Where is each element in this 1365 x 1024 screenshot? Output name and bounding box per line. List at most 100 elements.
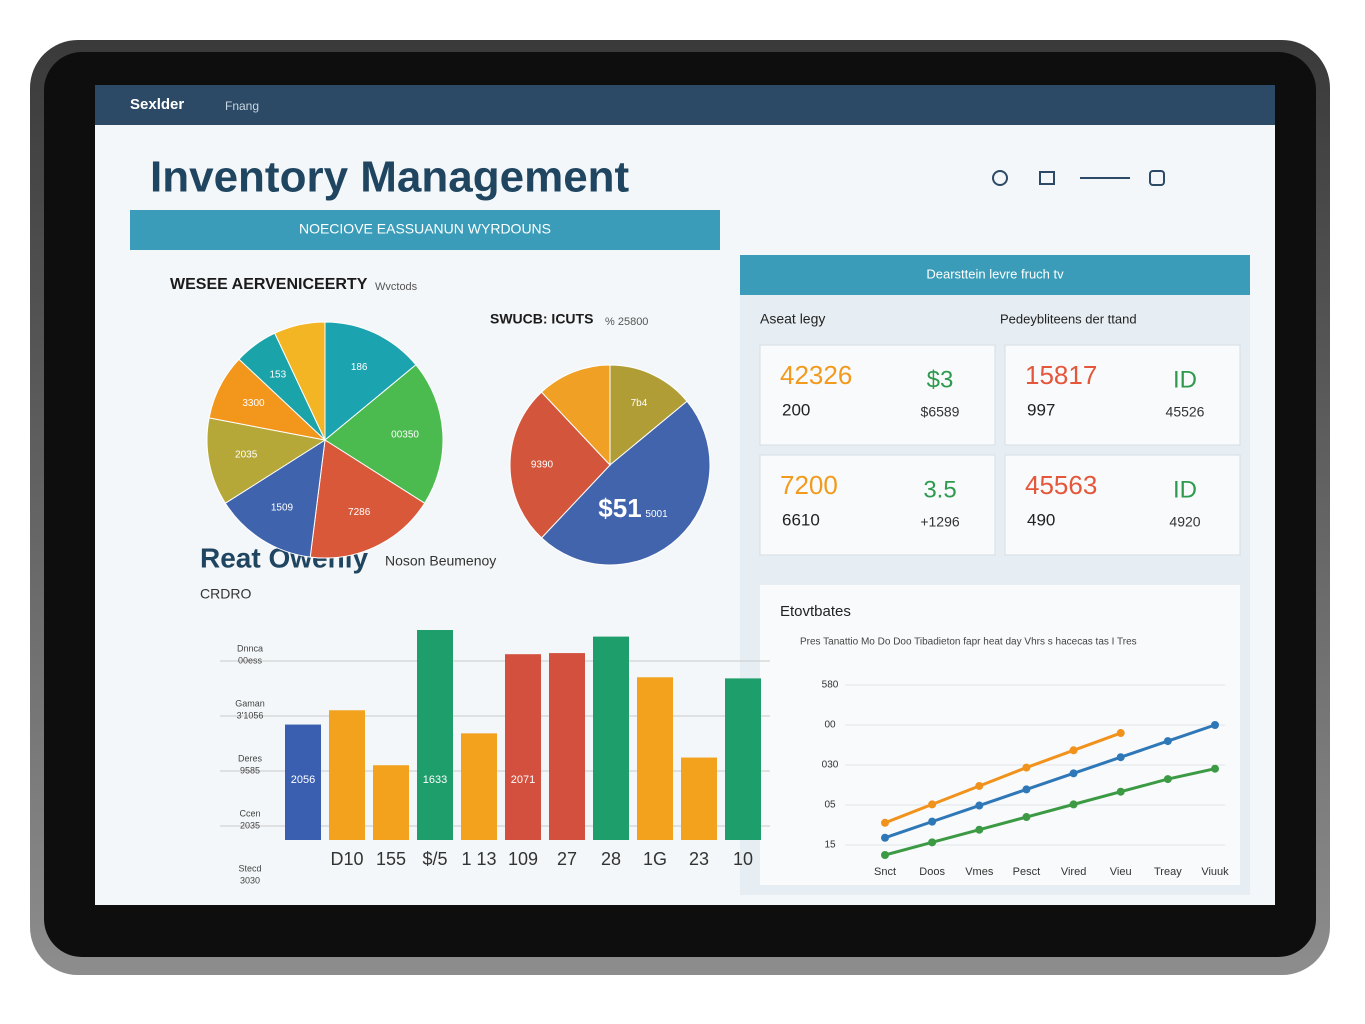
x-label: D10 — [330, 849, 363, 869]
kpi-main: 45563 — [1025, 470, 1097, 500]
x-label: 1G — [643, 849, 667, 869]
line-series — [884, 723, 1216, 840]
y-label-name: Dnnca — [237, 643, 263, 653]
icon-grid[interactable] — [1039, 171, 1055, 185]
kpi-sub: 997 — [1027, 400, 1055, 419]
nav-brand[interactable]: Sexlder — [130, 96, 184, 113]
y-label-number: 2035 — [240, 820, 260, 830]
bar — [549, 653, 585, 840]
line-point — [1069, 800, 1078, 809]
kpi-side-sub: 4920 — [1169, 514, 1200, 530]
slice-label: 153 — [269, 370, 286, 381]
line-point — [928, 838, 937, 847]
line-point — [1022, 813, 1031, 822]
pie-title: SWUCB: ICUTS — [490, 311, 593, 327]
pie-slice — [309, 439, 426, 559]
pie-slice — [540, 364, 611, 467]
line-point — [975, 781, 984, 790]
y-label-name: Stecd — [238, 863, 261, 873]
kpi-card — [759, 344, 996, 446]
kpi-side: ID — [1173, 366, 1197, 393]
line-point — [1163, 775, 1172, 784]
x-label: Vieu — [1110, 866, 1132, 878]
x-label: 155 — [376, 849, 406, 869]
right-banner-text: Dearsttein levre fruch tv — [926, 266, 1064, 281]
bar — [373, 765, 409, 840]
line-subtitle: Pres Tanattio Mo Do Doo Tibadieton fapr … — [800, 637, 1137, 648]
pie-slice — [324, 321, 417, 442]
kpi-side-sub: $6589 — [921, 404, 960, 420]
bar-label: 1633 — [423, 774, 447, 786]
slice-label: 7b4 — [631, 398, 648, 409]
kpi-sub: 200 — [782, 400, 810, 419]
bar — [329, 710, 365, 840]
icon-settings[interactable] — [992, 170, 1008, 186]
line-point — [975, 825, 984, 834]
bar — [417, 630, 453, 840]
line-panel — [760, 585, 1240, 885]
bar — [461, 733, 497, 840]
y-label: 15 — [824, 840, 836, 851]
bar-label: CRDRO — [200, 586, 251, 602]
x-label: Doos — [919, 866, 945, 878]
y-label-number: 00ess — [238, 655, 263, 665]
bar — [285, 724, 321, 840]
y-label: 030 — [822, 760, 839, 771]
pie-slice — [274, 321, 326, 441]
line-point — [975, 801, 984, 810]
right-banner — [740, 255, 1250, 295]
kpi-card — [759, 454, 996, 556]
y-label-name: Deres — [238, 753, 263, 763]
kpi-side: 3.5 — [923, 476, 956, 503]
pie-slice — [224, 439, 326, 558]
slice-label: 186 — [351, 362, 368, 373]
x-label: 23 — [689, 849, 709, 869]
bar-label: 2071 — [511, 774, 535, 786]
pie-title: WESEE AERVENICEERTY — [170, 276, 368, 293]
slice-label: 5001 — [645, 509, 668, 520]
x-label: Vmes — [965, 866, 994, 878]
bar-label: 2056 — [291, 774, 315, 786]
y-label: 05 — [824, 800, 836, 811]
pie-slice — [540, 400, 711, 566]
line-point — [1211, 764, 1219, 773]
kpi-sub: 490 — [1027, 510, 1055, 529]
line-point — [928, 800, 937, 809]
line-point — [1116, 729, 1125, 738]
kpi-card — [1004, 344, 1241, 446]
bar — [725, 678, 761, 840]
kpi-card — [1004, 454, 1241, 556]
bar — [593, 636, 629, 840]
slice-label: 00350 — [391, 430, 419, 441]
y-label: 580 — [822, 680, 839, 691]
line-series — [884, 767, 1216, 857]
icon-export[interactable] — [1149, 170, 1165, 186]
y-label-number: 3'1056 — [237, 710, 264, 720]
line-point — [881, 851, 889, 859]
x-label: Treay — [1154, 866, 1182, 878]
pie-slice — [324, 364, 444, 504]
kpi-sub: 6610 — [782, 510, 820, 529]
line-point — [1116, 787, 1125, 796]
bar — [681, 757, 717, 840]
y-label-number: 3030 — [240, 875, 260, 885]
kpi-main: 7200 — [780, 470, 838, 500]
x-label: 1 13 — [461, 849, 496, 869]
line-series — [884, 731, 1122, 825]
line-title: Etovtbates — [780, 603, 851, 620]
line-point — [928, 817, 937, 826]
kpi-side: ID — [1173, 476, 1197, 503]
x-label: Pesct — [1013, 866, 1041, 878]
kpi-caption: Pedeybliteens der ttand — [1000, 311, 1137, 326]
line-point — [881, 833, 889, 842]
nav-item[interactable]: Fnang — [225, 99, 259, 113]
slice-label: 9390 — [531, 460, 554, 471]
pie-subtitle: Wvctods — [375, 281, 418, 293]
line-point — [1211, 721, 1219, 729]
left-banner-text: NOECIOVE EASSUANUN WYRDOUNS — [299, 221, 551, 237]
line-point — [1069, 769, 1078, 778]
bar-subtitle: Noson Beumenoy — [385, 553, 496, 569]
y-label: 00 — [824, 720, 836, 731]
